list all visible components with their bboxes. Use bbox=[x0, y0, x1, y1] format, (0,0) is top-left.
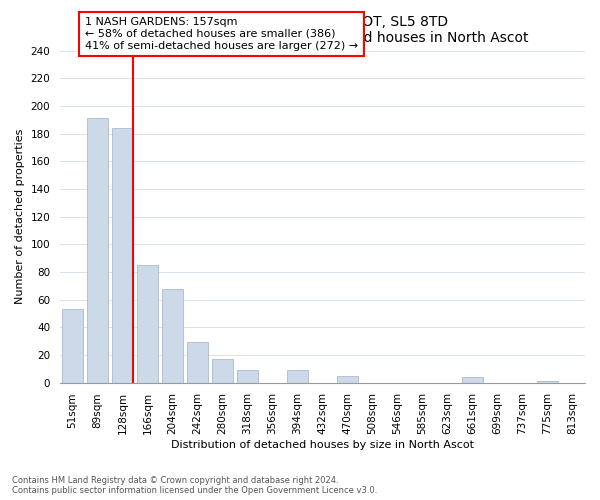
Bar bbox=[337, 376, 358, 382]
Bar bbox=[87, 118, 108, 382]
Text: 1 NASH GARDENS: 157sqm
← 58% of detached houses are smaller (386)
41% of semi-de: 1 NASH GARDENS: 157sqm ← 58% of detached… bbox=[85, 18, 358, 50]
Bar bbox=[137, 265, 158, 382]
Title: 1, NASH GARDENS, ASCOT, SL5 8TD
Size of property relative to detached houses in : 1, NASH GARDENS, ASCOT, SL5 8TD Size of … bbox=[117, 15, 528, 45]
Bar bbox=[287, 370, 308, 382]
Text: Contains HM Land Registry data © Crown copyright and database right 2024.
Contai: Contains HM Land Registry data © Crown c… bbox=[12, 476, 377, 495]
Bar bbox=[112, 128, 133, 382]
Y-axis label: Number of detached properties: Number of detached properties bbox=[15, 129, 25, 304]
Bar bbox=[162, 288, 183, 382]
X-axis label: Distribution of detached houses by size in North Ascot: Distribution of detached houses by size … bbox=[171, 440, 474, 450]
Bar bbox=[537, 381, 558, 382]
Bar bbox=[462, 377, 483, 382]
Bar bbox=[62, 310, 83, 382]
Bar bbox=[187, 342, 208, 382]
Bar bbox=[237, 370, 258, 382]
Bar bbox=[212, 359, 233, 382]
